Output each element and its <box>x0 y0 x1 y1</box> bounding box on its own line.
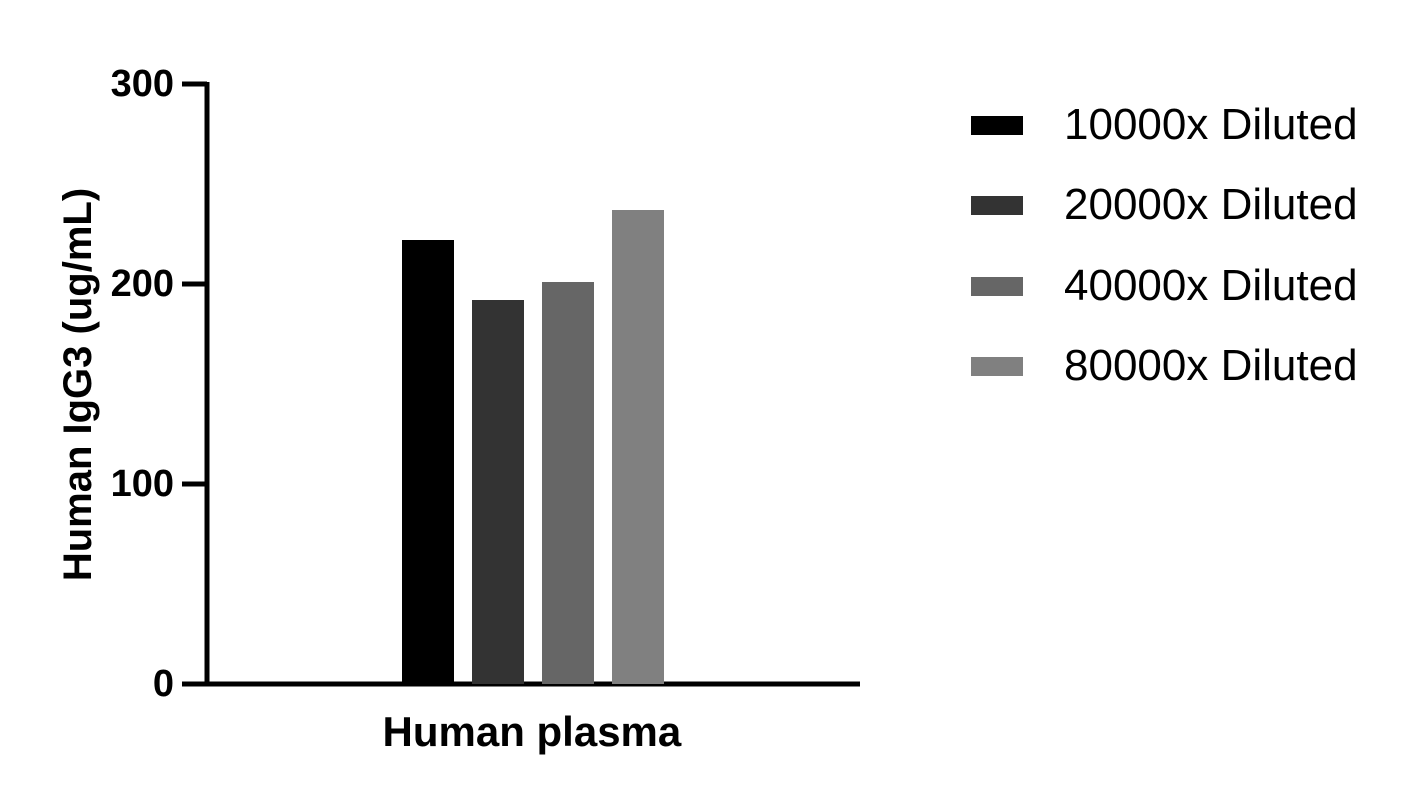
bar-40000x-diluted <box>542 282 594 684</box>
legend-swatch <box>971 116 1023 135</box>
y-tick-label: 0 <box>152 663 174 705</box>
legend-label: 40000x Diluted <box>1064 261 1358 310</box>
bars <box>402 210 664 684</box>
legend-label: 10000x Diluted <box>1064 100 1358 149</box>
bar-10000x-diluted <box>402 240 454 684</box>
legend-swatch <box>971 277 1023 296</box>
legend-label: 20000x Diluted <box>1064 180 1358 229</box>
legend-swatch <box>971 357 1023 376</box>
y-tick-label: 100 <box>110 463 174 505</box>
y-tick-label: 300 <box>110 63 174 105</box>
x-axis-label: Human plasma <box>382 708 682 755</box>
legend-swatch <box>971 196 1023 215</box>
bar-20000x-diluted <box>472 300 524 684</box>
y-tick-label: 200 <box>110 263 174 305</box>
y-axis-label: Human IgG3 (ug/mL) <box>55 187 100 581</box>
legend-label: 80000x Diluted <box>1064 341 1358 390</box>
bar-80000x-diluted <box>612 210 664 684</box>
